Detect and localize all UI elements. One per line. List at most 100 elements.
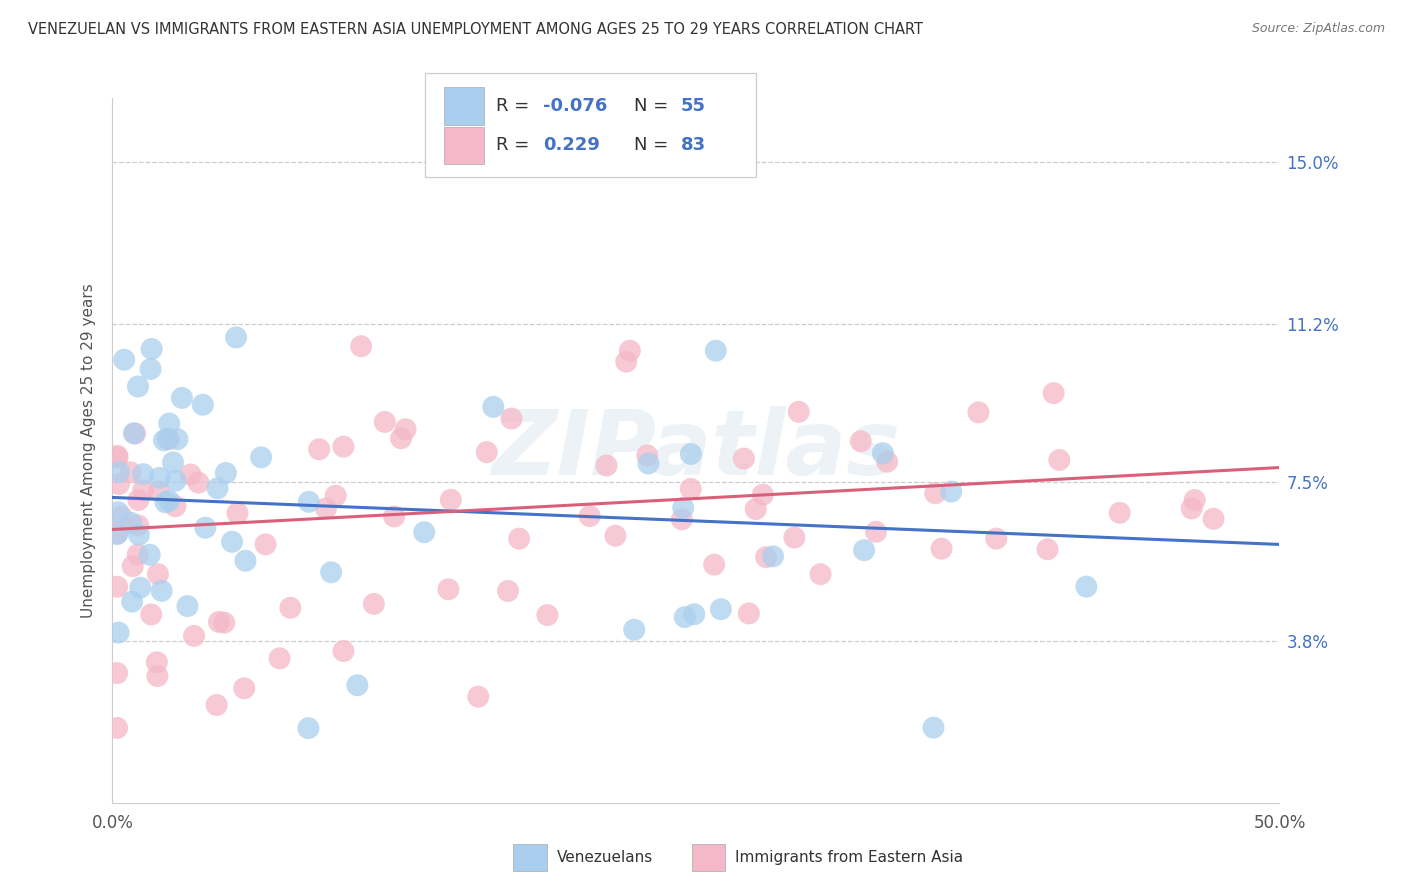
Point — [467, 690, 489, 704]
Point — [176, 599, 198, 613]
Point — [1047, 453, 1070, 467]
Point — [389, 431, 412, 445]
Point — [967, 405, 990, 419]
Point — [105, 526, 128, 541]
Point — [703, 558, 725, 572]
Point — [120, 466, 142, 480]
Point — [105, 580, 128, 594]
Point — [105, 721, 128, 735]
Point — [1036, 542, 1059, 557]
Point — [315, 501, 337, 516]
Point — [637, 457, 659, 471]
Point — [1202, 512, 1225, 526]
Point — [157, 432, 180, 446]
Point — [733, 451, 755, 466]
Point — [165, 474, 187, 488]
Point — [105, 666, 128, 681]
Point — [225, 330, 247, 344]
Point — [221, 534, 243, 549]
Point — [183, 629, 205, 643]
Point — [132, 483, 155, 498]
Point — [124, 426, 146, 441]
Point — [127, 518, 149, 533]
Point — [127, 548, 149, 562]
Point — [165, 500, 187, 514]
Point — [636, 449, 658, 463]
Point — [105, 449, 128, 463]
Text: VENEZUELAN VS IMMIGRANTS FROM EASTERN ASIA UNEMPLOYMENT AMONG AGES 25 TO 29 YEAR: VENEZUELAN VS IMMIGRANTS FROM EASTERN AS… — [28, 22, 924, 37]
Point — [374, 415, 396, 429]
Text: 83: 83 — [681, 136, 706, 154]
Point — [745, 502, 768, 516]
Point — [162, 455, 184, 469]
Point — [704, 343, 727, 358]
Text: N =: N = — [634, 136, 673, 154]
Point — [619, 343, 641, 358]
Point — [166, 432, 188, 446]
Point — [111, 509, 134, 524]
Text: ZIPatlas: ZIPatlas — [492, 407, 900, 494]
Point — [508, 532, 530, 546]
Point — [212, 615, 235, 630]
Text: -0.076: -0.076 — [543, 97, 607, 115]
Point — [146, 655, 169, 669]
Point — [536, 608, 558, 623]
Point — [155, 495, 177, 509]
Point — [595, 458, 617, 473]
Point — [325, 489, 347, 503]
Point — [673, 610, 696, 624]
Point — [107, 450, 129, 465]
Point — [762, 549, 785, 564]
Point — [346, 678, 368, 692]
Point — [440, 492, 463, 507]
Point — [128, 527, 150, 541]
Point — [129, 581, 152, 595]
Point — [321, 566, 343, 580]
Point — [605, 529, 627, 543]
Text: R =: R = — [496, 97, 536, 115]
Point — [208, 615, 231, 629]
Point — [146, 567, 169, 582]
Point — [922, 721, 945, 735]
Point — [156, 432, 179, 446]
Text: Venezuelans: Venezuelans — [557, 850, 652, 864]
Point — [413, 525, 436, 540]
Point — [120, 516, 142, 530]
Point — [849, 434, 872, 449]
Point — [108, 477, 131, 491]
Point — [179, 467, 201, 482]
Point — [148, 484, 170, 499]
Point — [787, 405, 810, 419]
Point — [755, 550, 778, 565]
Point — [121, 595, 143, 609]
Point — [170, 391, 193, 405]
Point — [394, 422, 416, 436]
Point — [269, 651, 291, 665]
Point — [683, 607, 706, 622]
Point — [1181, 501, 1204, 516]
Point — [1076, 580, 1098, 594]
Point — [475, 445, 498, 459]
Point — [350, 339, 373, 353]
Text: Immigrants from Eastern Asia: Immigrants from Eastern Asia — [735, 850, 963, 864]
Text: 55: 55 — [681, 97, 706, 115]
Point — [280, 600, 302, 615]
Point — [738, 607, 761, 621]
Point — [141, 607, 163, 622]
Point — [501, 411, 523, 425]
Point — [363, 597, 385, 611]
Point — [783, 531, 806, 545]
Point — [1184, 493, 1206, 508]
Point — [679, 447, 702, 461]
Point — [853, 543, 876, 558]
Point — [207, 481, 229, 495]
Point — [1042, 386, 1064, 401]
Point — [215, 466, 238, 480]
Point — [205, 698, 228, 712]
Point — [122, 426, 145, 441]
Point — [876, 455, 898, 469]
Point — [127, 379, 149, 393]
Point — [810, 567, 832, 582]
Point — [614, 354, 637, 368]
Point — [139, 362, 162, 376]
